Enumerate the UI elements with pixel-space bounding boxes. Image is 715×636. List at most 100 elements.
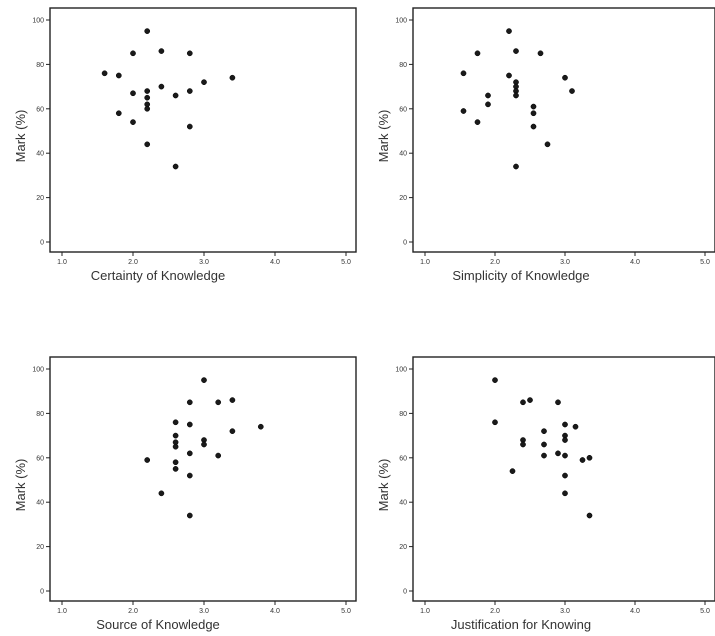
- certainty-of-knowledge-y-tick-label: 20: [36, 195, 44, 202]
- justification-for-knowing-data-point: [586, 512, 593, 519]
- justification-for-knowing-data-point: [555, 399, 561, 406]
- certainty-of-knowledge-data-point: [172, 163, 179, 170]
- simplicity-of-knowledge-y-tick-label: 60: [399, 106, 407, 113]
- simplicity-of-knowledge-data-point: [485, 92, 491, 99]
- source-of-knowledge-data-point: [158, 490, 165, 497]
- justification-for-knowing-x-axis-label: Justification for Knowing: [451, 617, 591, 632]
- simplicity-of-knowledge-data-point: [460, 70, 467, 77]
- simplicity-of-knowledge-x-axis-label: Simplicity of Knowledge: [452, 268, 589, 283]
- source-of-knowledge-data-point: [186, 512, 193, 519]
- source-of-knowledge-x-tick-label: 1.0: [57, 608, 67, 615]
- source-of-knowledge-data-point: [215, 452, 222, 459]
- certainty-of-knowledge-data-point: [130, 90, 136, 97]
- certainty-of-knowledge-data-point: [144, 28, 151, 34]
- panel-simplicity-of-knowledge: 0 20 40 60 80 100 1.0 2.0 3.0 4.0 5.0 Simplicity of…: [376, 7, 715, 283]
- source-of-knowledge-data-point: [186, 399, 193, 406]
- source-of-knowledge-data-point: [201, 441, 207, 448]
- certainty-of-knowledge-data-point: [144, 94, 151, 101]
- justification-for-knowing-data-point: [562, 490, 568, 497]
- certainty-of-knowledge-x-tick-label: 2.0: [128, 259, 138, 266]
- source-of-knowledge-data-point: [229, 397, 236, 403]
- justification-for-knowing-data-point: [509, 468, 516, 474]
- panel-source-of-knowledge: 0 20 40 60 80 100 1.0 2.0 3.0 4.0 5.0 Source of Kno…: [13, 356, 357, 632]
- justification-for-knowing-y-tick-label: 0: [403, 589, 407, 596]
- certainty-of-knowledge-y-tick-label: 60: [36, 106, 44, 113]
- source-of-knowledge-data-point: [186, 472, 193, 479]
- certainty-of-knowledge-y-tick-label: 0: [40, 240, 44, 247]
- source-of-knowledge-data-point: [229, 428, 236, 435]
- certainty-of-knowledge-data-point: [186, 123, 193, 130]
- justification-for-knowing-y-tick-label: 20: [399, 544, 407, 551]
- certainty-of-knowledge-x-axis-label: Certainty of Knowledge: [91, 268, 225, 283]
- source-of-knowledge-data-point: [201, 377, 207, 383]
- source-of-knowledge-y-tick-label: 100: [32, 367, 44, 374]
- simplicity-of-knowledge-x-tick-label: 1.0: [420, 259, 430, 266]
- source-of-knowledge-data-point: [172, 419, 179, 426]
- simplicity-of-knowledge-data-point: [537, 50, 544, 57]
- certainty-of-knowledge-y-tick-label: 80: [36, 62, 44, 69]
- simplicity-of-knowledge-y-tick-label: 100: [395, 18, 407, 25]
- justification-for-knowing-data-point: [541, 441, 547, 448]
- simplicity-of-knowledge-data-point: [474, 50, 481, 57]
- certainty-of-knowledge-x-tick-label: 5.0: [341, 259, 351, 266]
- justification-for-knowing-data-point: [562, 452, 568, 459]
- simplicity-of-knowledge-data-point: [485, 101, 491, 108]
- certainty-of-knowledge-data-point: [158, 48, 165, 54]
- certainty-of-knowledge-x-tick-label: 4.0: [270, 259, 280, 266]
- justification-for-knowing-data-point: [541, 428, 547, 435]
- source-of-knowledge-x-tick-label: 3.0: [199, 608, 209, 615]
- simplicity-of-knowledge-data-point: [562, 74, 568, 81]
- certainty-of-knowledge-data-point: [186, 50, 193, 57]
- justification-for-knowing-data-point: [520, 441, 526, 448]
- source-of-knowledge-data-point: [172, 466, 179, 472]
- justification-for-knowing-data-point: [527, 397, 533, 403]
- simplicity-of-knowledge-data-point: [513, 48, 519, 54]
- justification-for-knowing-x-tick-label: 1.0: [420, 608, 430, 615]
- certainty-of-knowledge-data-point: [130, 50, 136, 57]
- source-of-knowledge-data-point: [172, 459, 179, 466]
- simplicity-of-knowledge-data-point: [474, 119, 481, 125]
- source-of-knowledge-x-axis-label: Source of Knowledge: [96, 617, 220, 632]
- certainty-of-knowledge-data-point: [130, 119, 136, 125]
- source-of-knowledge-x-tick-label: 2.0: [128, 608, 138, 615]
- certainty-of-knowledge-data-point: [115, 72, 122, 79]
- justification-for-knowing-data-point: [520, 399, 526, 406]
- simplicity-of-knowledge-plot-frame: [412, 7, 715, 253]
- simplicity-of-knowledge-data-point: [544, 141, 551, 148]
- justification-for-knowing-x-tick-label: 5.0: [700, 608, 710, 615]
- justification-for-knowing-data-point: [492, 377, 498, 383]
- justification-for-knowing-data-point: [586, 454, 593, 461]
- simplicity-of-knowledge-x-tick-label: 4.0: [630, 259, 640, 266]
- certainty-of-knowledge-data-point: [201, 79, 207, 86]
- justification-for-knowing-y-tick-label: 40: [399, 500, 407, 507]
- justification-for-knowing-data-point: [541, 452, 547, 459]
- certainty-of-knowledge-x-tick-label: 1.0: [57, 259, 67, 266]
- justification-for-knowing-y-tick-label: 80: [399, 411, 407, 418]
- certainty-of-knowledge-data-point: [144, 105, 151, 112]
- justification-for-knowing-y-tick-label: 100: [395, 367, 407, 374]
- simplicity-of-knowledge-data-point: [530, 110, 537, 117]
- simplicity-of-knowledge-y-tick-label: 40: [399, 151, 407, 158]
- justification-for-knowing-data-point: [562, 421, 568, 428]
- certainty-of-knowledge-data-point: [115, 110, 122, 117]
- source-of-knowledge-plot-frame: [49, 356, 357, 602]
- simplicity-of-knowledge-x-tick-label: 2.0: [490, 259, 500, 266]
- certainty-of-knowledge-plot-frame: [49, 7, 357, 253]
- panel-justification-for-knowing: 0 20 40 60 80 100 1.0 2.0 3.0 4.0 5.0 Justification…: [376, 356, 715, 632]
- justification-for-knowing-data-point: [562, 472, 568, 479]
- justification-for-knowing-y-axis-label: Mark (%): [376, 459, 391, 512]
- simplicity-of-knowledge-data-point: [460, 108, 467, 114]
- certainty-of-knowledge-data-point: [186, 88, 193, 94]
- source-of-knowledge-y-tick-label: 0: [40, 589, 44, 596]
- certainty-of-knowledge-data-point: [144, 141, 151, 148]
- simplicity-of-knowledge-y-tick-label: 0: [403, 240, 407, 247]
- source-of-knowledge-data-point: [186, 421, 193, 428]
- simplicity-of-knowledge-data-point: [530, 103, 537, 110]
- certainty-of-knowledge-data-point: [144, 88, 151, 94]
- justification-for-knowing-x-tick-label: 3.0: [560, 608, 570, 615]
- justification-for-knowing-x-tick-label: 4.0: [630, 608, 640, 615]
- simplicity-of-knowledge-data-point: [506, 72, 512, 79]
- certainty-of-knowledge-data-point: [101, 70, 108, 77]
